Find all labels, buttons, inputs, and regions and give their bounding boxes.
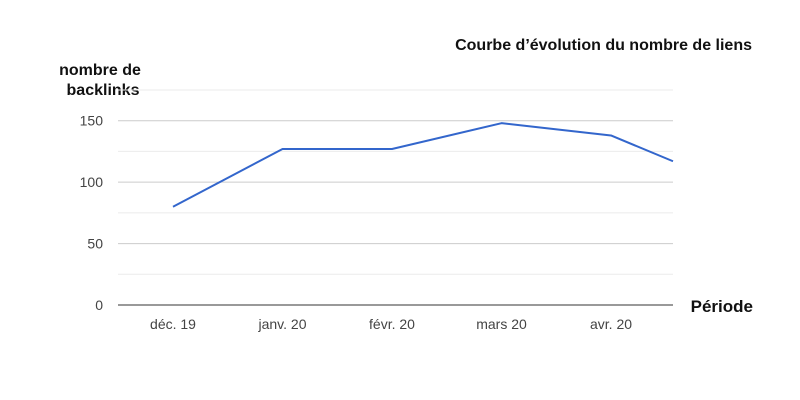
gridlines (118, 89, 673, 275)
x-tick-label: janv. 20 (258, 316, 307, 332)
x-tick-label: mars 20 (476, 316, 527, 332)
y-tick-labels: 0 50 100 150 (80, 113, 104, 313)
y-tick-label: 50 (87, 236, 103, 252)
y-tick-label: 150 (80, 113, 104, 129)
y-tick-label: 100 (80, 174, 104, 190)
x-tick-label: févr. 20 (369, 316, 415, 332)
x-axis-label: Période (691, 297, 753, 316)
y-tick-label: 0 (95, 297, 103, 313)
x-tick-label: avr. 20 (590, 316, 632, 332)
x-tick-label: déc. 19 (150, 316, 196, 332)
y-axis-label-line-1: nombre de (59, 62, 141, 79)
chart-title: Courbe d’évolution du nombre de liens (455, 37, 752, 54)
series-line-backlinks (172, 122, 674, 208)
y-axis-label-line-2: backlinks (67, 82, 140, 99)
x-tick-labels: déc. 19 janv. 20 févr. 20 mars 20 avr. 20 (150, 316, 632, 332)
